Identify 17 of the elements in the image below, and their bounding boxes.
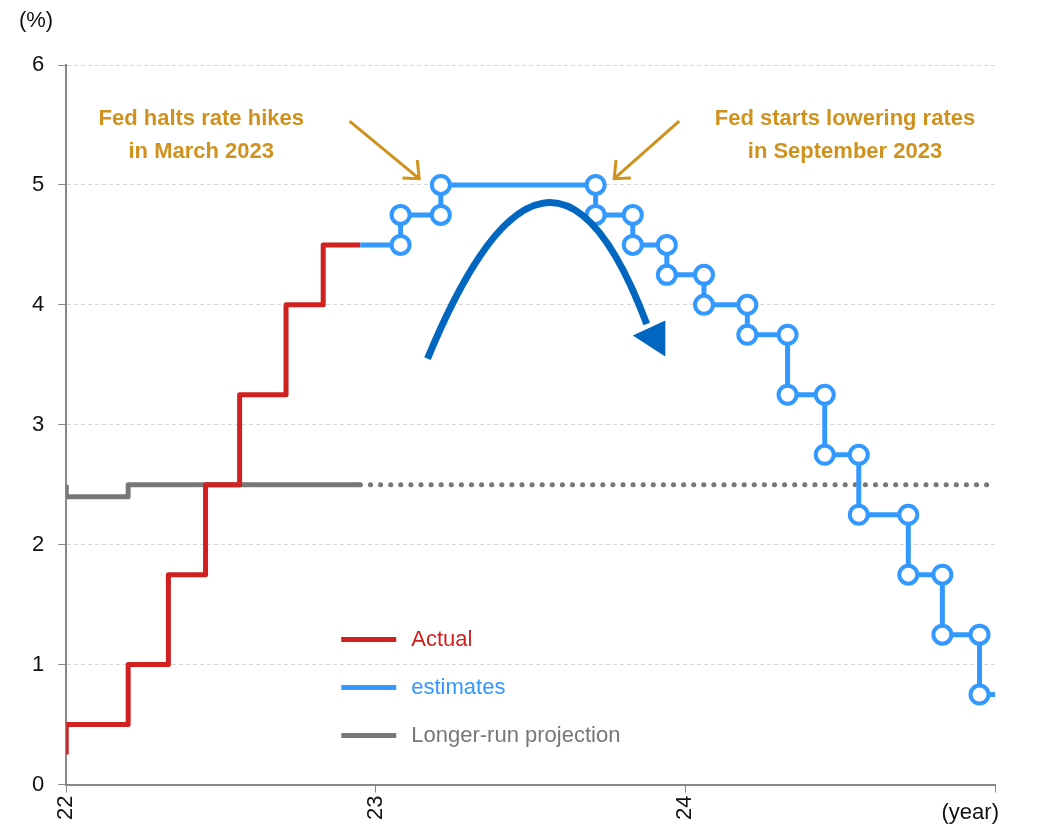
y-tick-label: 3 bbox=[31, 410, 45, 436]
legend-label: Longer-run projection bbox=[411, 721, 621, 747]
legend-label: Actual bbox=[411, 625, 473, 651]
y-tick-label: 6 bbox=[31, 51, 45, 77]
x-axis-title: (year) bbox=[941, 798, 999, 824]
annotation: Fed starts lowering rates in September 2023 bbox=[714, 105, 976, 163]
y-tick-label: 1 bbox=[31, 650, 45, 676]
x-tick-label: 22 bbox=[52, 795, 78, 821]
annotation: Fed halts rate hikes in March 2023 bbox=[98, 105, 304, 163]
y-tick-label: 0 bbox=[31, 770, 45, 796]
y-axis-title: (%) bbox=[18, 7, 54, 32]
x-tick-label: 24 bbox=[671, 795, 697, 821]
x-tick-label: 23 bbox=[361, 795, 387, 821]
y-tick-label: 4 bbox=[31, 290, 45, 316]
y-tick-label: 5 bbox=[31, 170, 45, 196]
legend-label: estimates bbox=[411, 673, 506, 699]
y-tick-label: 2 bbox=[31, 530, 45, 556]
